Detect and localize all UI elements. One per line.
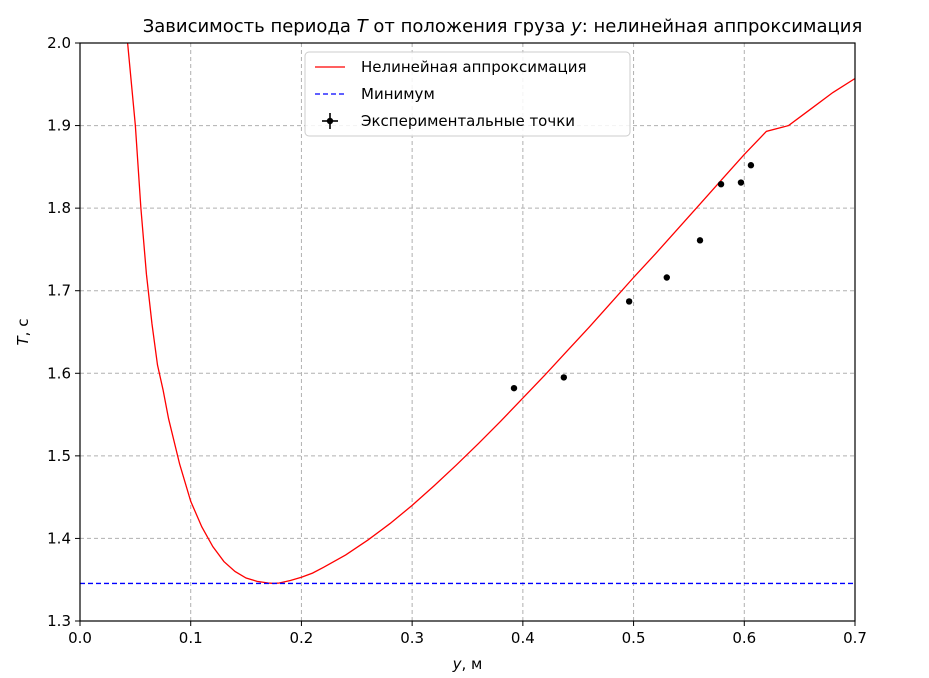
y-tick-label: 1.7 <box>47 282 71 300</box>
legend-label: Минимум <box>361 85 435 103</box>
legend-box <box>304 51 631 137</box>
x-tick-label: 0.7 <box>843 629 867 647</box>
y-tick-label: 2.0 <box>47 34 71 52</box>
data-point <box>717 180 725 188</box>
legend: Нелинейная аппроксимация Минимум Экспериме… <box>304 51 631 137</box>
x-tick-label: 0.1 <box>179 629 203 647</box>
data-point <box>737 179 745 186</box>
data-point <box>663 274 670 281</box>
series-line-fit <box>126 43 855 585</box>
x-axis-label: y, м <box>452 655 483 673</box>
legend-swatch-point <box>326 117 334 125</box>
data-point <box>696 237 704 244</box>
y-tick-label: 1.5 <box>47 447 71 465</box>
data-point <box>747 162 755 169</box>
data-point <box>625 298 633 305</box>
y-axis-label: T, с <box>14 319 32 346</box>
y-tick-label: 1.3 <box>47 612 71 630</box>
plot-area <box>80 43 855 585</box>
x-tick-label: 0.3 <box>400 629 424 647</box>
legend-label: Нелинейная аппроксимация <box>361 58 586 76</box>
plot-frame <box>79 42 856 622</box>
y-tick-label: 1.9 <box>47 117 71 135</box>
data-point <box>510 384 518 392</box>
x-tick-label: 0.5 <box>622 629 646 647</box>
x-tick-label: 0.4 <box>511 629 535 647</box>
grid <box>80 43 855 621</box>
x-tick-label: 0.6 <box>732 629 756 647</box>
chart-title: Зависимость периода T от положения груза… <box>143 16 863 37</box>
data-point <box>560 374 568 381</box>
x-tick-label: 0.0 <box>68 629 92 647</box>
axis-ticks: 0.0 0.1 0.2 0.3 0.4 0.5 0.6 0.7 1.3 1.4 1.5 1.6 1.7 1… <box>47 34 867 647</box>
y-tick-label: 1.4 <box>47 529 71 547</box>
x-tick-label: 0.2 <box>289 629 313 647</box>
legend-label: Экспериментальные точки <box>361 112 575 130</box>
y-tick-label: 1.6 <box>47 364 71 382</box>
y-tick-label: 1.8 <box>47 199 71 217</box>
